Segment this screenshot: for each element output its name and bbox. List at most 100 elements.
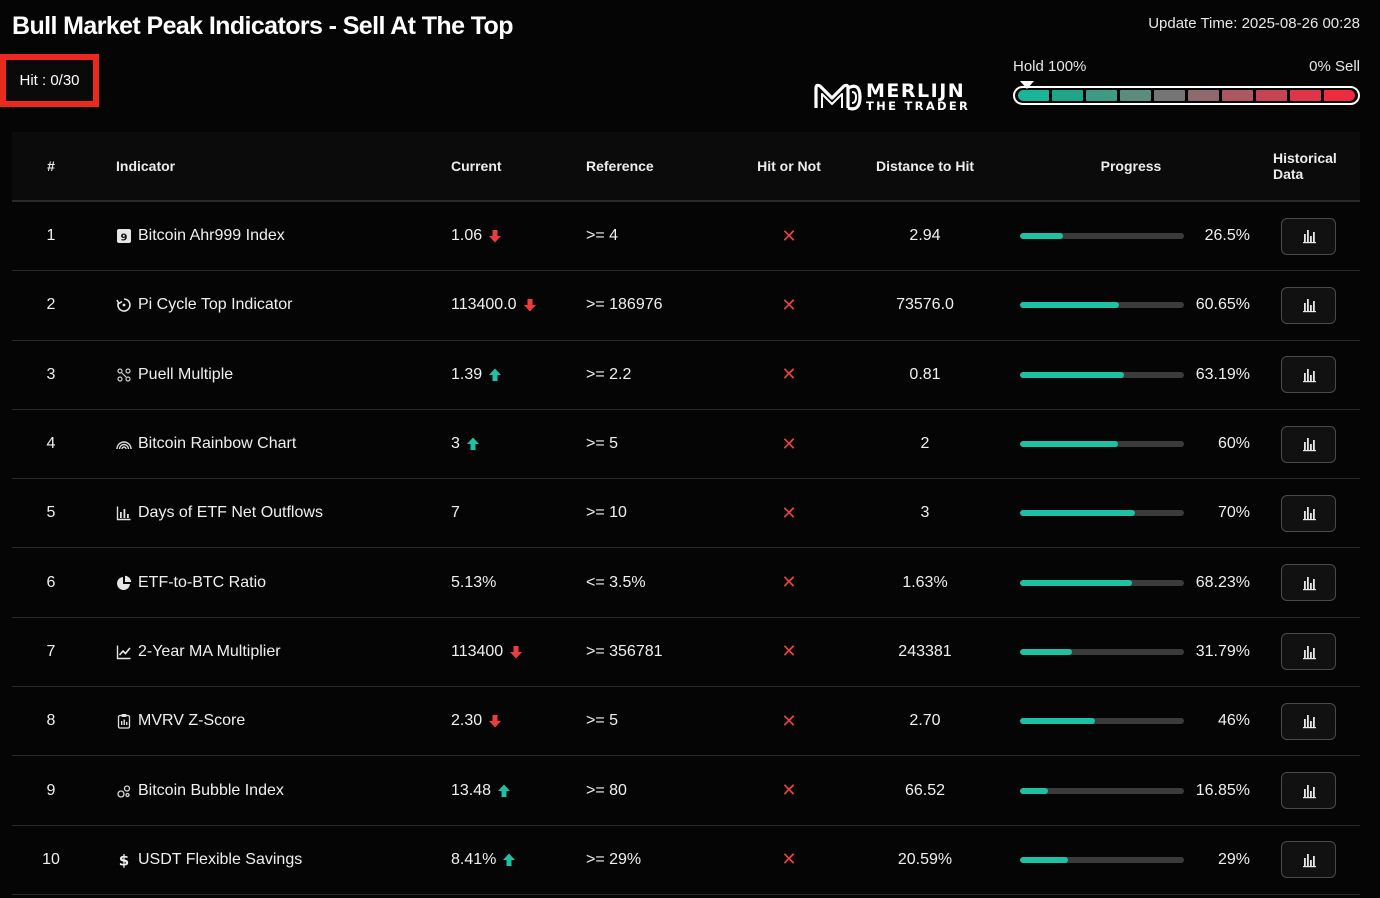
indicator-cell[interactable]: Days of ETF Net Outflows: [116, 504, 451, 522]
clipboard-icon: [116, 713, 132, 729]
progress-percent: 70%: [1217, 504, 1250, 522]
table-row: 6 ETF-to-BTC Ratio 5.13% <= 3.5% ✕ 1.63% 68.23…: [12, 548, 1360, 618]
indicator-cell[interactable]: Bitcoin Rainbow Chart: [116, 435, 451, 453]
not-hit-icon: ✕: [781, 572, 797, 593]
table-row: 3 Puell Multiple 1.39 >= 2.2 ✕ 0.81 63.19%: [12, 341, 1360, 410]
dollar-icon: $: [116, 852, 132, 868]
hit-count-text: Hit : 0/30: [19, 72, 80, 89]
indicator-name: Puell Multiple: [138, 365, 234, 383]
reference-value: >= 2.2: [586, 365, 632, 383]
table-row: 9 Bitcoin Bubble Index 13.48 >= 80 ✕ 66.52 16.…: [12, 756, 1360, 826]
progress-cell: 46%: [1011, 712, 1251, 730]
hit-count-badge: Hit : 0/30: [0, 54, 99, 107]
historical-data-button[interactable]: [1281, 217, 1336, 255]
progress-percent: 63.19%: [1195, 365, 1250, 383]
history-cell: [1251, 356, 1360, 394]
pi-cycle-icon: [116, 297, 132, 313]
trend-down-icon: [523, 298, 536, 312]
history-cell: [1251, 702, 1360, 740]
logo-title: MERLIJN: [866, 79, 966, 102]
historical-data-button[interactable]: [1281, 494, 1336, 532]
history-cell: [1251, 633, 1360, 671]
svg-text:9: 9: [121, 232, 128, 243]
bar-chart-icon: [1302, 645, 1316, 660]
sell-label: 0% Sell: [1309, 58, 1360, 75]
progress-fill: [1020, 371, 1124, 378]
trend-up-icon: [489, 368, 502, 382]
progress-fill: [1020, 787, 1048, 794]
trend-down-icon: [510, 645, 523, 659]
indicator-name: Bitcoin Ahr999 Index: [138, 227, 285, 245]
bar-chart-icon: [1302, 576, 1316, 590]
row-number: 3: [46, 365, 56, 383]
current-cell: 113400.0: [451, 296, 586, 314]
current-cell: 1.39: [451, 366, 586, 384]
indicator-cell[interactable]: $ USDT Flexible Savings: [116, 851, 451, 869]
header-num: #: [47, 158, 55, 174]
indicator-cell[interactable]: 9 Bitcoin Ahr999 Index: [116, 227, 451, 245]
trend-down-icon: [489, 714, 502, 728]
indicator-cell[interactable]: Puell Multiple: [116, 366, 451, 384]
historical-data-button[interactable]: [1281, 425, 1336, 463]
indicator-cell[interactable]: MVRV Z-Score: [116, 712, 451, 730]
progress-fill: [1020, 302, 1120, 309]
indicators-table: # Indicator Current Reference Hit or Not…: [12, 132, 1360, 895]
indicator-name: 2-Year MA Multiplier: [138, 642, 281, 660]
reference-value: >= 5: [586, 435, 619, 453]
historical-data-button[interactable]: [1281, 772, 1336, 810]
current-cell: 2.30: [451, 712, 586, 730]
history-cell: [1251, 425, 1360, 463]
reference-value: >= 10: [586, 504, 627, 522]
distance-value: 2.94: [909, 227, 941, 245]
not-hit-icon: ✕: [781, 502, 797, 523]
progress-bar: [1020, 648, 1184, 655]
historical-data-button[interactable]: [1281, 633, 1336, 671]
bar-chart-icon: [1302, 715, 1316, 729]
current-value: 3: [451, 435, 460, 453]
header-progress: Progress: [1100, 158, 1162, 174]
current-value: 8.41%: [451, 850, 497, 868]
current-cell: 1.06: [451, 227, 586, 245]
distance-value: 2: [920, 435, 930, 453]
bar-chart-icon: [1302, 230, 1316, 244]
current-value: 1.39: [451, 365, 483, 383]
not-hit-icon: ✕: [781, 364, 797, 385]
indicator-name: Bitcoin Rainbow Chart: [138, 435, 297, 453]
historical-data-button[interactable]: [1281, 356, 1336, 394]
table-row: 10 $ USDT Flexible Savings 8.41% >= 29% ✕ 20.5…: [12, 826, 1360, 895]
historical-data-button[interactable]: [1281, 564, 1336, 602]
not-hit-icon: ✕: [781, 225, 797, 246]
distance-value: 0.81: [909, 365, 941, 383]
progress-fill: [1020, 233, 1064, 240]
meter-segment: [1120, 90, 1151, 101]
current-cell: 13.48: [451, 782, 586, 800]
history-cell: [1251, 286, 1360, 324]
bar-chart-icon: [1302, 853, 1316, 868]
progress-percent: 46%: [1217, 712, 1250, 730]
indicator-cell[interactable]: Bitcoin Bubble Index: [116, 782, 451, 800]
indicator-cell[interactable]: 2-Year MA Multiplier: [116, 643, 451, 661]
progress-bar: [1020, 302, 1184, 309]
reference-value: >= 356781: [586, 642, 663, 660]
indicator-cell[interactable]: Pi Cycle Top Indicator: [116, 296, 451, 314]
row-number: 7: [46, 642, 56, 660]
table-row: 7 2-Year MA Multiplier 113400 >= 356781 ✕ 243…: [12, 618, 1360, 688]
historical-data-button[interactable]: [1281, 841, 1336, 879]
update-time: Update Time: 2025-08-26 00:28: [1148, 15, 1360, 32]
progress-percent: 26.5%: [1204, 227, 1250, 245]
progress-cell: 60%: [1011, 435, 1251, 453]
progress-bar: [1020, 718, 1184, 725]
indicator-cell[interactable]: ETF-to-BTC Ratio: [116, 574, 451, 592]
progress-bar: [1020, 441, 1184, 448]
header-indicator: Indicator: [116, 158, 176, 174]
history-cell: [1251, 772, 1360, 810]
reference-value: >= 186976: [586, 296, 663, 314]
svg-text:$: $: [119, 852, 129, 868]
current-value: 13.48: [451, 781, 492, 799]
historical-data-button[interactable]: [1281, 702, 1336, 740]
trend-up-icon: [466, 437, 479, 451]
historical-data-button[interactable]: [1281, 286, 1336, 324]
row-number: 4: [46, 435, 56, 453]
progress-percent: 29%: [1217, 850, 1250, 868]
trend-up-icon: [503, 853, 516, 867]
